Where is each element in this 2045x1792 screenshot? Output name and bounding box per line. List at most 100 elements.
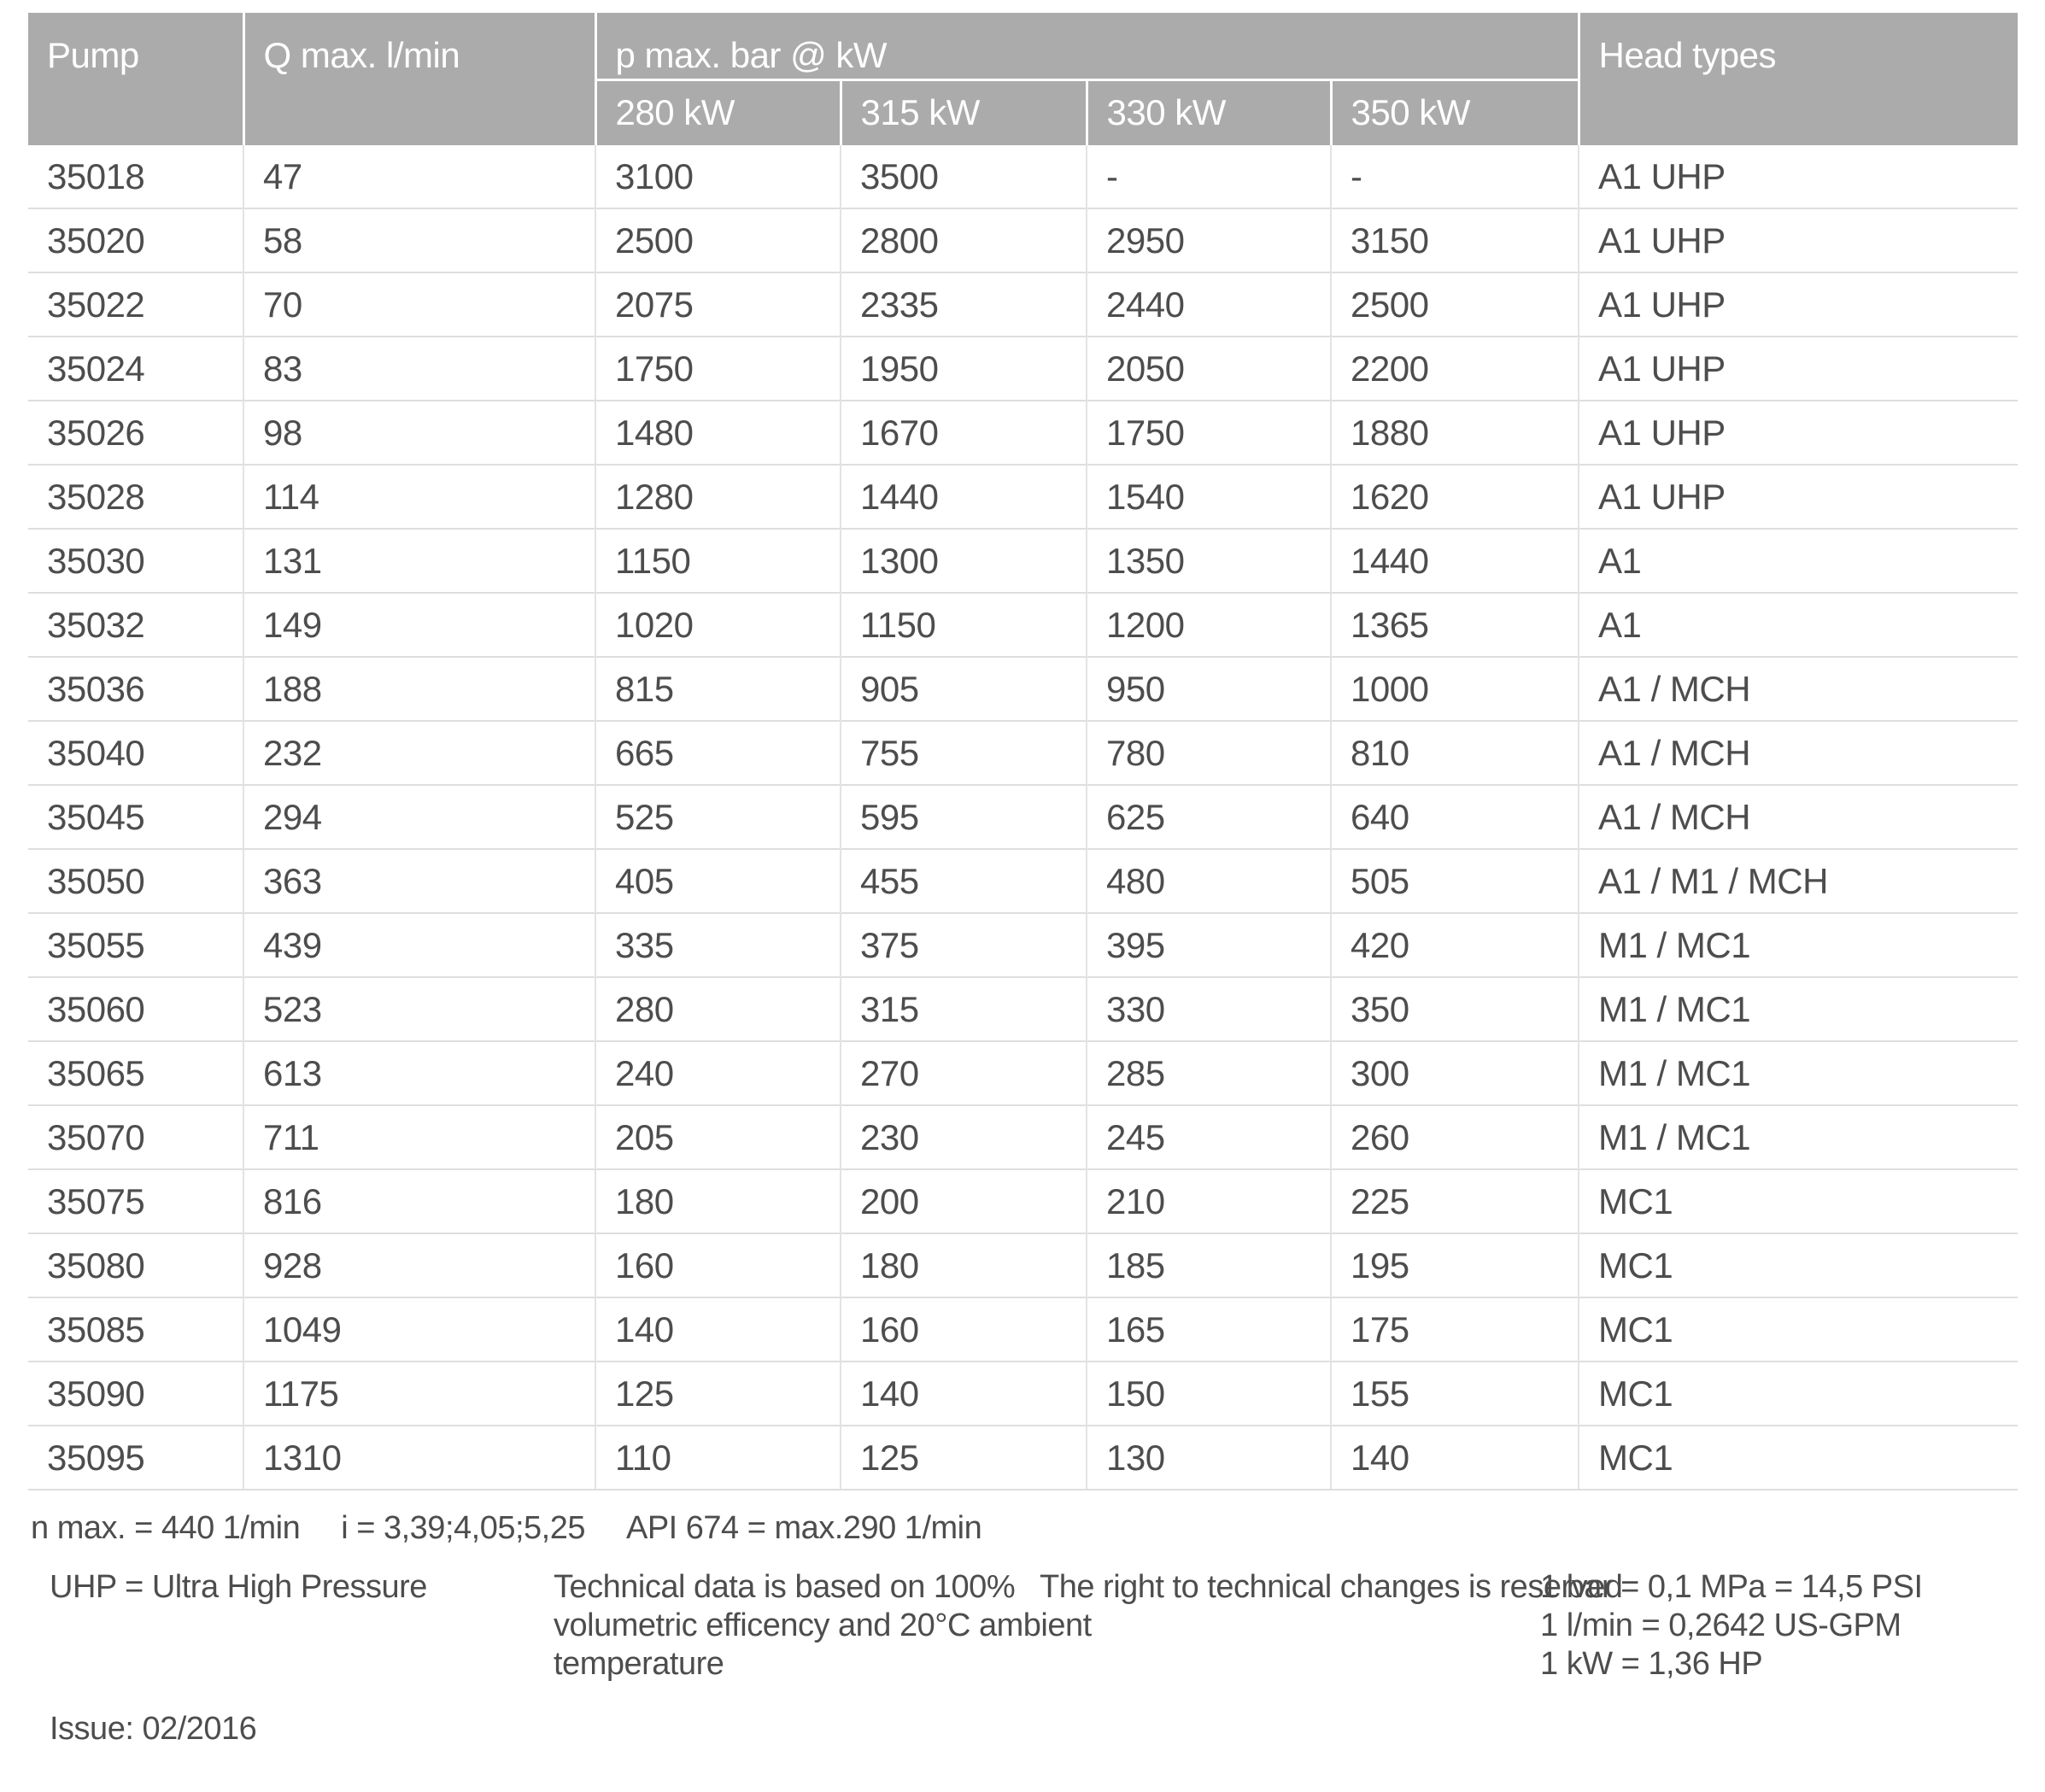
p315-cell: 1670	[841, 400, 1087, 465]
footnote-ratio: i = 3,39;4,05;5,25	[341, 1510, 585, 1546]
qmax-cell: 1310	[243, 1425, 596, 1490]
pump-cell: 35022	[28, 272, 244, 337]
table-body: 35018 47 3100 3500- - A1 UHP 35020 58 2500 2800 29…	[28, 145, 2019, 1490]
p350-cell: 1620	[1331, 464, 1580, 529]
pump-spec-table: Pump Q max. l/min p max. bar @ kW Head t…	[28, 13, 2019, 1490]
p315-cell: 230	[841, 1104, 1087, 1169]
p330-cell: 780	[1087, 720, 1332, 785]
column-header-280kw: 280 kW	[595, 79, 842, 145]
table-row: 35022 70 2075 2335 2440 2500 A1 UHP	[28, 272, 2019, 337]
head-types-cell: A1 UHP	[1598, 155, 1726, 196]
table-row: 35055 439 335 375 395 420 M1 / MC1	[28, 912, 2019, 977]
table-row: 35080 928 160 180 185 195 MC1	[28, 1233, 2019, 1297]
p280-cell: 815	[595, 656, 841, 721]
column-header-pump: Pump	[28, 13, 245, 145]
column-header-350kw: 350 kW	[1331, 79, 1580, 145]
table-row: 35030 131 1150 1300 1350 1440 A1	[28, 528, 2019, 593]
pump-cell: 35020	[28, 208, 244, 272]
p280-cell: 2500	[595, 208, 841, 272]
column-header-qmax: Q max. l/min	[243, 13, 597, 145]
qmax-cell: 232	[243, 720, 596, 785]
pump-cell: 35080	[28, 1233, 244, 1297]
p315-cell: 315	[841, 976, 1087, 1041]
table-row: 35060 523 280 315 330 350 M1 / MC1	[28, 976, 2019, 1041]
p280-cell: 280	[595, 976, 841, 1041]
p350-cell: -	[1331, 145, 1580, 208]
pump-cell: 35070	[28, 1104, 244, 1169]
table-row: 35018 47 3100 3500- - A1 UHP	[28, 145, 2018, 208]
pump-cell: 35032	[28, 592, 244, 657]
p330-cell: -	[1087, 145, 1332, 208]
p330-cell: 130	[1087, 1425, 1332, 1490]
table-row: 35075 816 180 200 210 225 MC1	[28, 1168, 2019, 1233]
head-types-cell: A1 / MCH	[1579, 656, 2019, 721]
table-row: 35026 98 1480 1670 1750 1880 A1 UHP	[28, 400, 2019, 465]
qmax-cell: 1175	[243, 1361, 596, 1426]
pump-cell: 35075	[28, 1168, 244, 1233]
p280-cell: 140	[595, 1297, 841, 1362]
pump-cell: 35050	[28, 848, 244, 913]
footnote-technical-data: Technical data is based on 100% volumetr…	[554, 1569, 1092, 1682]
p315-cell: 270	[841, 1040, 1087, 1105]
head-types-cell: A1	[1579, 528, 2019, 593]
pump-cell: 35024	[28, 336, 244, 401]
qmax-cell: 131	[243, 528, 596, 593]
p330-cell: 480	[1087, 848, 1332, 913]
p330-cell: 285	[1087, 1040, 1332, 1105]
p280-cell: 1750	[595, 336, 841, 401]
table-row: 35065 613 240 270 285 300 M1 / MC1	[28, 1040, 2019, 1105]
qmax-cell: 188	[243, 656, 596, 721]
p315-cell: 2335	[841, 272, 1087, 337]
column-header-head-types: Head types	[1579, 13, 2019, 145]
pump-cell: 35036	[28, 656, 244, 721]
p315-cell: 160	[841, 1297, 1087, 1362]
pump-cell: 35085	[28, 1297, 244, 1362]
p350-cell: 420	[1331, 912, 1580, 977]
pump-cell: 35095	[28, 1425, 244, 1490]
p350-cell: 2500	[1331, 272, 1580, 337]
qmax-cell: 114	[243, 464, 596, 529]
head-types-cell: A1 UHP	[1579, 208, 2019, 272]
footnote-uhp: UHP = Ultra High Pressure	[50, 1569, 427, 1605]
p330-cell: 245	[1087, 1104, 1332, 1169]
table-row: 35070 711 205 230 245 260 M1 / MC1	[28, 1104, 2019, 1169]
p315-cell: 140	[841, 1361, 1087, 1426]
p330-cell: 2050	[1087, 336, 1332, 401]
p315-cell: 125	[841, 1425, 1087, 1490]
p350-cell: 300	[1331, 1040, 1580, 1105]
p330-cell: 1750	[1087, 400, 1332, 465]
p280-cell: 205	[595, 1104, 841, 1169]
p350-cell: 260	[1331, 1104, 1580, 1169]
p315-cell: 3500	[841, 145, 1087, 208]
p350-cell: 2200	[1331, 336, 1580, 401]
table-header: Pump Q max. l/min p max. bar @ kW Head t…	[28, 13, 2019, 145]
qmax-cell: 523	[243, 976, 596, 1041]
qmax-cell: 98	[243, 400, 596, 465]
p315-cell: 755	[841, 720, 1087, 785]
p350-cell: 225	[1331, 1168, 1580, 1233]
table-row: 35032 149 1020 1150 1200 1365 A1	[28, 592, 2019, 657]
head-types-cell: A1 / MCH	[1579, 784, 2019, 849]
head-types-cell: A1 UHP	[1579, 400, 2019, 465]
p330-cell: 1350	[1087, 528, 1332, 593]
column-header-315kw: 315 kW	[841, 79, 1088, 145]
p350-cell: 195	[1331, 1233, 1580, 1297]
qmax-cell: 816	[243, 1168, 596, 1233]
footnote-api: API 674 = max.290 1/min	[625, 1510, 982, 1546]
pump-cell: 35065	[28, 1040, 244, 1105]
p350-cell: 3150	[1331, 208, 1580, 272]
head-types-cell: MC1	[1579, 1233, 2019, 1297]
column-header-pmax-group: p max. bar @ kW	[595, 13, 1580, 81]
head-types-cell: A1	[1579, 592, 2019, 657]
p330-cell: 1200	[1087, 592, 1332, 657]
p280-cell: 665	[595, 720, 841, 785]
table-row: 35024 83 1750 1950 2050 2200 A1 UHP	[28, 336, 2019, 401]
qmax-cell: 439	[243, 912, 596, 977]
p280-cell: 335	[595, 912, 841, 977]
p350-cell: 1880	[1331, 400, 1580, 465]
pump-cell: 35090	[28, 1361, 244, 1426]
p350-cell: 140	[1331, 1425, 1580, 1490]
head-types-cell: MC1	[1579, 1297, 2019, 1362]
qmax-cell: 70	[243, 272, 596, 337]
qmax-cell: 149	[243, 592, 596, 657]
